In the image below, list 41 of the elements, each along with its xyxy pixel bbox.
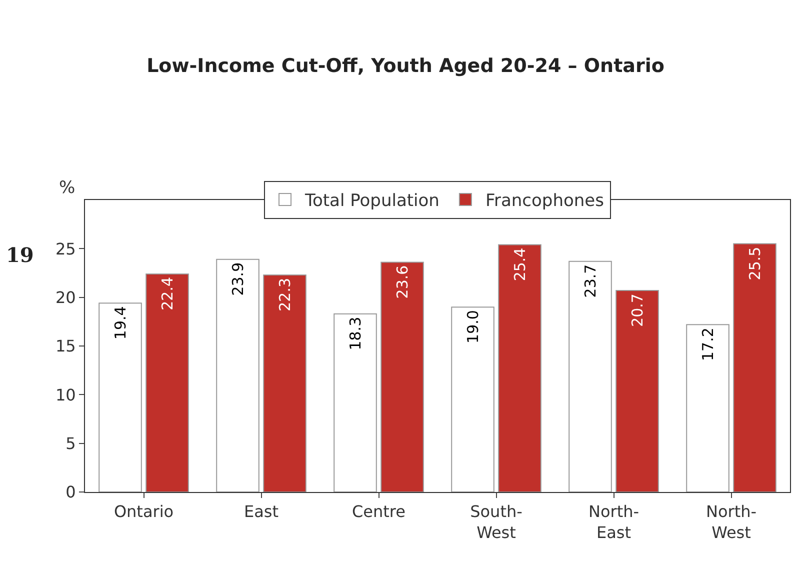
bar xyxy=(334,313,377,492)
y-tick-label: 25 xyxy=(55,239,76,258)
data-label: 23.6 xyxy=(393,265,412,299)
bar xyxy=(216,258,260,492)
data-label: 22.3 xyxy=(276,278,294,312)
bar xyxy=(380,262,424,492)
data-label: 20.7 xyxy=(628,294,646,327)
data-label: 19.0 xyxy=(464,310,482,344)
y-tick-label: 0 xyxy=(66,482,76,502)
x-tick-label: Ontario xyxy=(114,502,174,522)
bar xyxy=(686,324,730,492)
data-label: 18.3 xyxy=(346,316,364,350)
y-axis-title: % xyxy=(59,178,76,198)
data-label: 22.4 xyxy=(158,276,176,310)
x-tick-label: Centre xyxy=(352,502,406,522)
x-tick-label: North-West xyxy=(706,502,757,542)
chart-title: Low-Income Cut-Off, Youth Aged 20-24 – Ontario xyxy=(146,54,664,77)
data-label: 17.2 xyxy=(698,328,717,361)
y-tick-label: 15 xyxy=(55,336,76,356)
x-tick-label: East xyxy=(244,502,279,522)
bar xyxy=(146,273,189,492)
legend-label: Total Population xyxy=(304,191,440,212)
y-tick-label: 5 xyxy=(66,434,76,453)
data-label: 25.5 xyxy=(746,246,764,280)
y-tick-label: 20 xyxy=(55,288,76,307)
bar xyxy=(568,260,612,492)
data-label: 23.9 xyxy=(228,262,247,296)
text: 19 xyxy=(6,243,34,267)
legend-label: Francophones xyxy=(485,191,604,212)
x-tick-label: North-East xyxy=(588,502,640,542)
data-label: 23.7 xyxy=(581,264,600,298)
bar xyxy=(263,274,306,492)
bar xyxy=(733,243,776,492)
bar xyxy=(98,302,142,492)
bar xyxy=(498,244,542,492)
bar xyxy=(451,306,494,492)
data-label: 19.4 xyxy=(111,306,130,340)
data-label: 25.4 xyxy=(510,248,529,282)
bar xyxy=(616,290,659,492)
y-tick-label: 10 xyxy=(55,385,76,404)
x-tick-label: South-West xyxy=(470,502,522,542)
